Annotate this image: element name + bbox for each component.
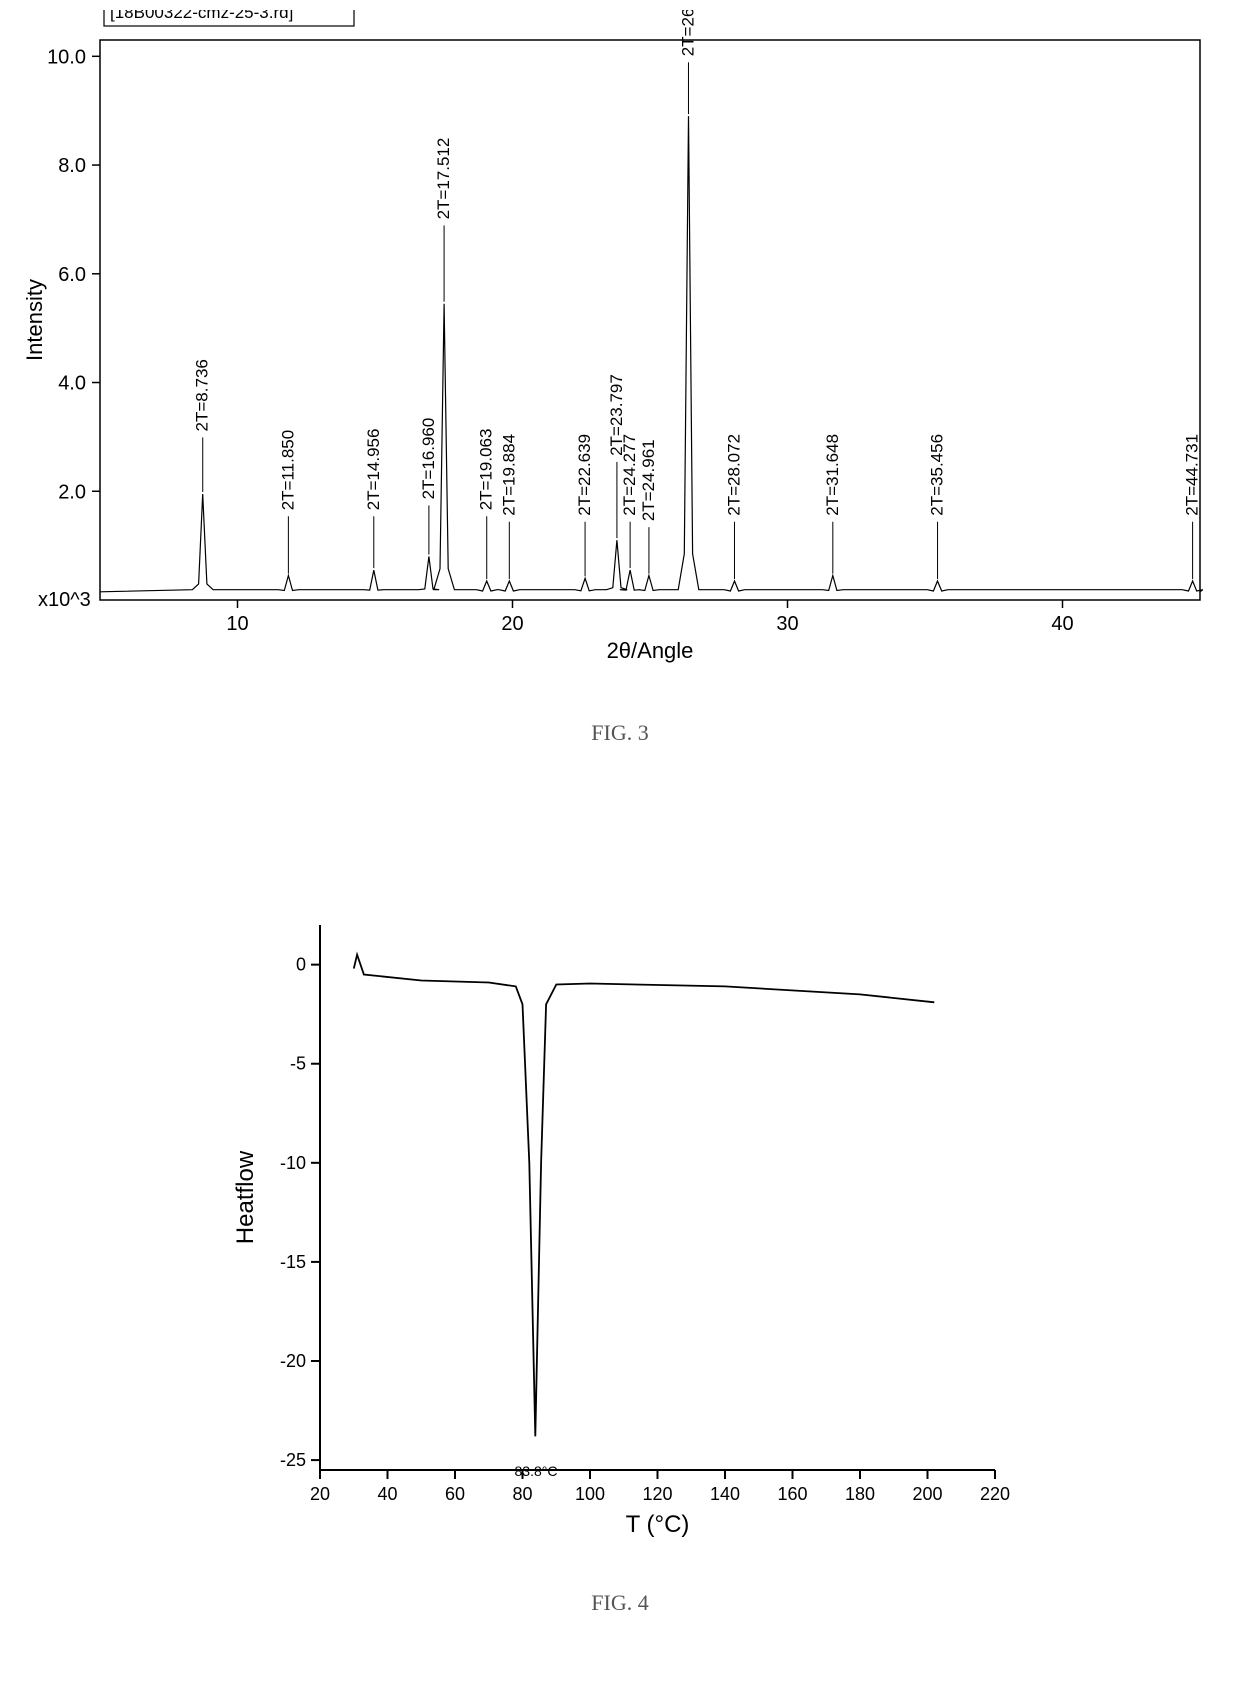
xtick-label: 40 [1051,613,1073,635]
dsc-trace [354,955,935,1437]
xtick-label: 20 [310,1484,330,1504]
ylabel: Intensity [22,279,47,361]
peak-label: 2T=11.850 [278,430,297,511]
title-text: [18B00322-cmz-25-3.rd] [110,10,293,22]
xlabel: T (°C) [626,1511,690,1538]
figure-4: -25 -20 -15 -10 -5 0 20 40 60 80 100 120 140 160 180 20… [225,905,1015,1565]
peak-label: 2T=8.736 [193,359,212,431]
peak-label: 2T=24.277 [620,434,639,516]
ytick-label: 8.0 [58,155,86,177]
xlabel: 2θ/Angle [607,638,694,663]
figure-4-caption: FIG. 4 [0,1590,1240,1616]
y-multiplier: x10^3 [38,589,91,611]
peak-label: 2T=19.063 [477,429,496,511]
peak-label: 2T=44.731 [1183,434,1202,516]
peak-label: 2T=22.639 [575,434,594,516]
peak-label: 2T=24.961 [639,439,658,521]
peak-label: 2T=35.456 [928,434,947,516]
peak-label: 2T=17.512 [434,138,453,220]
xrd-chart-svg: 2.0 4.0 6.0 8.0 10.0 10 20 30 40 2θ/Angle Intensit… [20,10,1210,690]
page: 2.0 4.0 6.0 8.0 10.0 10 20 30 40 2θ/Angle Intensit… [0,0,1240,1697]
peak-label: 2T=28.072 [724,434,743,516]
peak-label: 2T=19.884 [499,434,518,516]
xtick-label: 220 [980,1484,1010,1504]
peak-annotation: 83.8°C [515,1463,558,1479]
ytick-label: -10 [280,1153,306,1173]
xtick-label: 10 [226,613,248,635]
xtick-label: 140 [710,1484,740,1504]
xtick-label: 40 [377,1484,397,1504]
xtick-label: 20 [501,613,523,635]
ytick-label: -15 [280,1252,306,1272]
ytick-label: -20 [280,1351,306,1371]
ytick-label: -5 [290,1054,306,1074]
xtick-label: 120 [642,1484,672,1504]
xtick-label: 180 [845,1484,875,1504]
xtick-label: 200 [912,1484,942,1504]
figure-3: 2.0 4.0 6.0 8.0 10.0 10 20 30 40 2θ/Angle Intensit… [20,10,1210,690]
ytick-label: -25 [280,1450,306,1470]
ylabel: Heatflow [232,1150,259,1244]
figure-3-caption: FIG. 3 [0,720,1240,746]
ytick-label: 4.0 [58,373,86,395]
xtick-label: 160 [777,1484,807,1504]
peak-label: 2T=16.960 [419,418,438,500]
peak-label: 2T=31.648 [823,434,842,516]
dsc-chart-svg: -25 -20 -15 -10 -5 0 20 40 60 80 100 120 140 160 180 20… [225,905,1015,1565]
ytick-label: 10.0 [47,46,86,68]
ytick-label: 6.0 [58,264,86,286]
ytick-label: 2.0 [58,481,86,503]
ytick-label: 0 [296,955,306,975]
peak-label: 2T=14.956 [364,429,383,511]
peak-label: 2T=26.399 [678,10,697,56]
xtick-label: 100 [575,1484,605,1504]
xtick-label: 30 [776,613,798,635]
xtick-label: 80 [512,1484,532,1504]
xtick-label: 60 [445,1484,465,1504]
